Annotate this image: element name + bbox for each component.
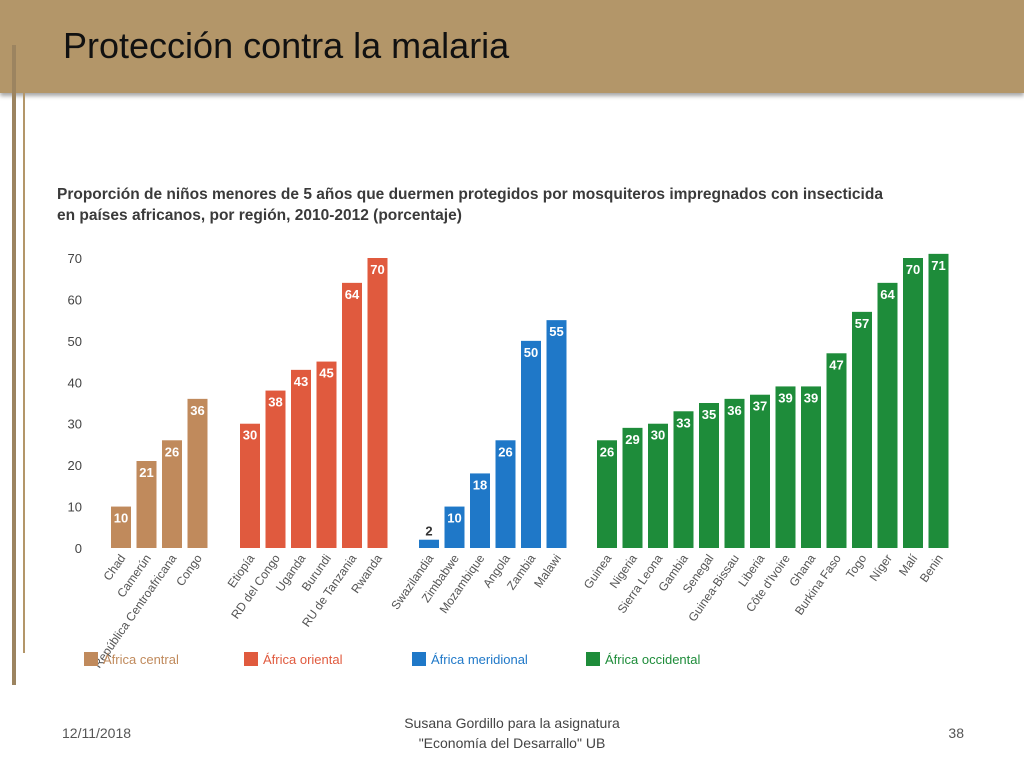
- footer-date: 12/11/2018: [62, 725, 132, 741]
- bar: [265, 390, 286, 548]
- bar-value-label: 57: [855, 316, 869, 331]
- bar: [801, 386, 821, 548]
- bar-value-label: 29: [625, 432, 639, 447]
- category-label: Malawi: [531, 552, 564, 591]
- bar-value-label: 64: [345, 287, 360, 302]
- legend-swatch: [586, 652, 600, 666]
- bar-value-label: 10: [114, 511, 128, 526]
- page-number: 38: [948, 725, 964, 741]
- chart-title-line-2: en países africanos, por región, 2010-20…: [57, 207, 462, 224]
- bar-value-label: 36: [727, 403, 741, 418]
- legend-label: África occidental: [605, 652, 700, 667]
- bar: [877, 282, 898, 548]
- bar-value-label: 30: [651, 428, 665, 443]
- bar-value-label: 10: [447, 511, 461, 526]
- bar-value-label: 36: [190, 403, 204, 418]
- bar-value-label: 39: [778, 390, 792, 405]
- bar: [162, 440, 182, 548]
- bar: [187, 398, 208, 548]
- bar: [342, 282, 362, 548]
- bar-value-label: 30: [243, 428, 257, 443]
- bar: [622, 427, 643, 548]
- y-tick-label: 0: [75, 541, 82, 556]
- y-tick-label: 20: [68, 458, 82, 473]
- bar: [470, 473, 490, 548]
- category-label: Malí: [896, 551, 921, 578]
- bar: [597, 440, 617, 548]
- bar: [136, 461, 157, 548]
- legend-swatch: [244, 652, 258, 666]
- side-decoration-line: [12, 45, 16, 685]
- category-label: Togo: [843, 551, 870, 581]
- y-tick-label: 40: [68, 375, 82, 390]
- y-tick-label: 10: [68, 500, 82, 515]
- bar: [928, 253, 949, 548]
- bar-value-label: 70: [370, 262, 384, 277]
- bar-value-label: 26: [165, 444, 179, 459]
- bar: [291, 369, 311, 548]
- chart-title-line-1: Proporción de niños menores de 5 años qu…: [57, 186, 883, 203]
- bar: [495, 440, 516, 548]
- footer-credit: Susana Gordillo para la asignatura "Econ…: [362, 713, 662, 753]
- category-label: Benin: [917, 552, 946, 585]
- bar-chart: 01020304050607010Chad21Camerún26Repúblic…: [68, 251, 949, 671]
- chart-title: Proporción de niños menores de 5 años qu…: [57, 184, 957, 226]
- bar: [521, 340, 541, 548]
- bar: [546, 320, 567, 548]
- legend-label: África oriental: [263, 652, 343, 667]
- bar-value-label: 43: [294, 374, 308, 389]
- bar-value-label: 70: [906, 262, 920, 277]
- bar: [367, 258, 388, 548]
- footer-credit-line-2: "Economía del Desarrallo" UB: [418, 735, 606, 751]
- legend-swatch: [412, 652, 426, 666]
- title-bar: Protección contra la malaria: [0, 0, 1024, 93]
- bar: [750, 394, 770, 548]
- bar: [852, 311, 872, 548]
- category-label: Congo: [173, 551, 205, 588]
- bar: [699, 403, 719, 548]
- bar-value-label: 18: [473, 477, 487, 492]
- bar: [775, 386, 796, 548]
- bar-value-label: 33: [676, 415, 690, 430]
- bar: [724, 398, 745, 548]
- slide-title: Protección contra la malaria: [63, 25, 510, 66]
- bar: [419, 539, 439, 548]
- legend-label: África central: [103, 652, 179, 667]
- bar-value-label: 26: [498, 444, 512, 459]
- category-label: Níger: [867, 552, 895, 584]
- bar: [240, 423, 260, 548]
- footer-credit-line-1: Susana Gordillo para la asignatura: [404, 715, 620, 731]
- side-decoration-line-thin: [23, 93, 25, 653]
- bar-value-label: 50: [524, 345, 538, 360]
- bar: [111, 506, 131, 548]
- bar-value-label: 2: [425, 524, 432, 539]
- y-tick-label: 70: [68, 251, 82, 266]
- bar-value-label: 21: [139, 465, 153, 480]
- bar-value-label: 71: [931, 258, 945, 273]
- bar-value-label: 45: [319, 366, 333, 381]
- bar-value-label: 39: [804, 390, 818, 405]
- bar-value-label: 26: [600, 444, 614, 459]
- bar: [903, 258, 923, 548]
- y-tick-label: 30: [68, 417, 82, 432]
- bar: [673, 411, 694, 548]
- bar-value-label: 35: [702, 407, 716, 422]
- bar-value-label: 64: [880, 287, 895, 302]
- legend-label: África meridional: [431, 652, 528, 667]
- bar: [648, 423, 668, 548]
- bar: [444, 506, 465, 548]
- legend-swatch: [84, 652, 98, 666]
- bar-value-label: 38: [268, 395, 282, 410]
- bar: [826, 353, 847, 548]
- bar-value-label: 47: [829, 357, 843, 372]
- bar-value-label: 55: [549, 324, 563, 339]
- bar-value-label: 37: [753, 399, 767, 414]
- y-tick-label: 60: [68, 292, 82, 307]
- y-tick-label: 50: [68, 334, 82, 349]
- bar: [316, 361, 337, 548]
